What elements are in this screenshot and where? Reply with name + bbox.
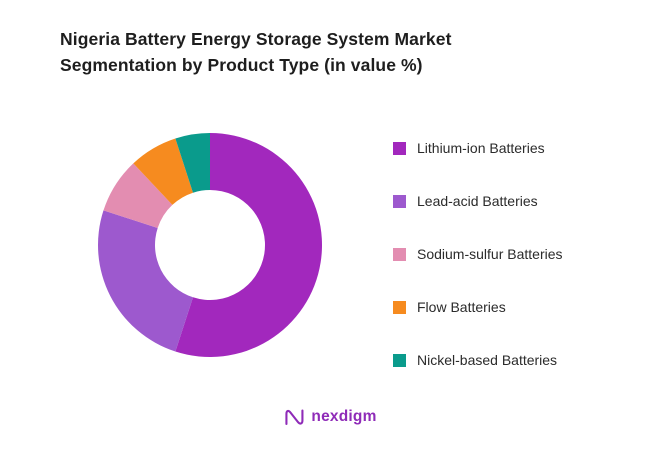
donut-slice-flow-batteries[interactable]	[133, 138, 194, 205]
legend-item-lead-acid-batteries[interactable]: Lead-acid Batteries	[393, 193, 563, 209]
chart-title-line2: Segmentation by Product Type (in value %…	[60, 55, 423, 76]
legend-swatch	[393, 300, 406, 314]
legend-label: Flow Batteries	[417, 299, 506, 315]
legend-label: Nickel-based Batteries	[417, 352, 558, 368]
legend: Lithium-ion Batteries Lead-acid Batteries…	[393, 140, 563, 368]
legend-label: Sodium-sulfur Batteries	[417, 246, 563, 262]
donut-slice-lithium-ion-batteries[interactable]	[175, 133, 322, 357]
legend-label: Lead-acid Batteries	[417, 193, 538, 209]
nexdigm-logo-icon	[285, 409, 304, 426]
legend-item-lithium-ion-batteries[interactable]: Lithium-ion Batteries	[393, 140, 563, 156]
legend-item-sodium-sulfur-batteries[interactable]: Sodium-sulfur Batteries	[393, 246, 563, 262]
donut-slice-sodium-sulfur-batteries[interactable]	[103, 163, 173, 229]
brand-logo: nexdigm	[283, 406, 376, 428]
chart-title-line1: Nigeria Battery Energy Storage System Ma…	[60, 29, 452, 49]
legend-item-flow-batteries[interactable]: Flow Batteries	[393, 299, 563, 315]
chart-title: Nigeria Battery Energy Storage System Ma…	[60, 26, 600, 79]
legend-swatch	[393, 247, 406, 261]
brand-name: nexdigm	[311, 408, 377, 425]
legend-label: Lithium-ion Batteries	[417, 140, 545, 156]
donut-slice-nickel-based-batteries[interactable]	[175, 133, 210, 193]
donut-slice-lead-acid-batteries[interactable]	[97, 210, 194, 352]
legend-swatch	[393, 194, 406, 208]
legend-swatch	[393, 353, 406, 367]
legend-item-nickel-based-batteries[interactable]: Nickel-based Batteries	[393, 352, 563, 368]
legend-swatch	[393, 141, 406, 155]
